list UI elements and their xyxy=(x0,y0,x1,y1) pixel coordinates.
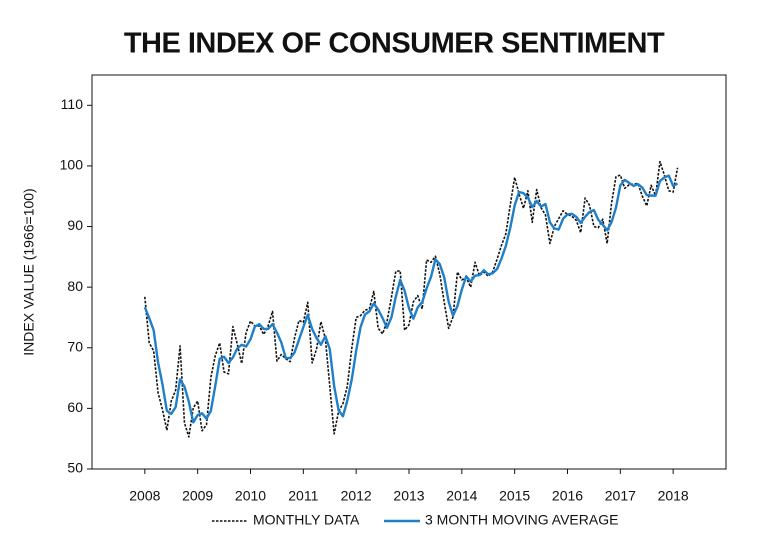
x-tick-label: 2013 xyxy=(393,488,424,504)
x-tick-label: 2018 xyxy=(658,488,689,504)
series-line xyxy=(144,160,679,438)
y-tick-label: 90 xyxy=(67,217,83,233)
x-tick-label: 2015 xyxy=(499,488,530,504)
x-tick-label: 2014 xyxy=(446,488,477,504)
y-tick-label: 110 xyxy=(61,96,84,112)
series-line xyxy=(143,174,679,424)
legend-label: MONTHLY DATA xyxy=(253,512,360,528)
x-tick-label: 2012 xyxy=(341,488,372,504)
x-tick-label: 2016 xyxy=(552,488,583,504)
y-tick-label: 80 xyxy=(67,278,83,294)
x-tick-label: 2010 xyxy=(235,488,266,504)
chart-title: THE INDEX OF CONSUMER SENTIMENT xyxy=(124,28,665,60)
plot-frame xyxy=(91,74,727,470)
y-tick-label: 50 xyxy=(67,460,83,476)
x-tick-label: 2011 xyxy=(288,488,318,504)
x-tick-label: 2017 xyxy=(605,488,636,504)
x-tick-label: 2008 xyxy=(129,488,160,504)
y-tick-label: 60 xyxy=(67,399,83,415)
y-axis-label: INDEX VALUE (1966=100) xyxy=(21,188,37,355)
y-tick-label: 70 xyxy=(67,338,83,354)
x-tick-label: 2009 xyxy=(182,488,213,504)
y-tick-label: 100 xyxy=(60,157,84,173)
legend-label: 3 MONTH MOVING AVERAGE xyxy=(425,512,618,528)
